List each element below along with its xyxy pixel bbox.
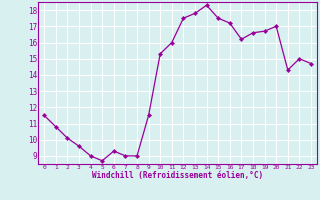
X-axis label: Windchill (Refroidissement éolien,°C): Windchill (Refroidissement éolien,°C) [92,171,263,180]
